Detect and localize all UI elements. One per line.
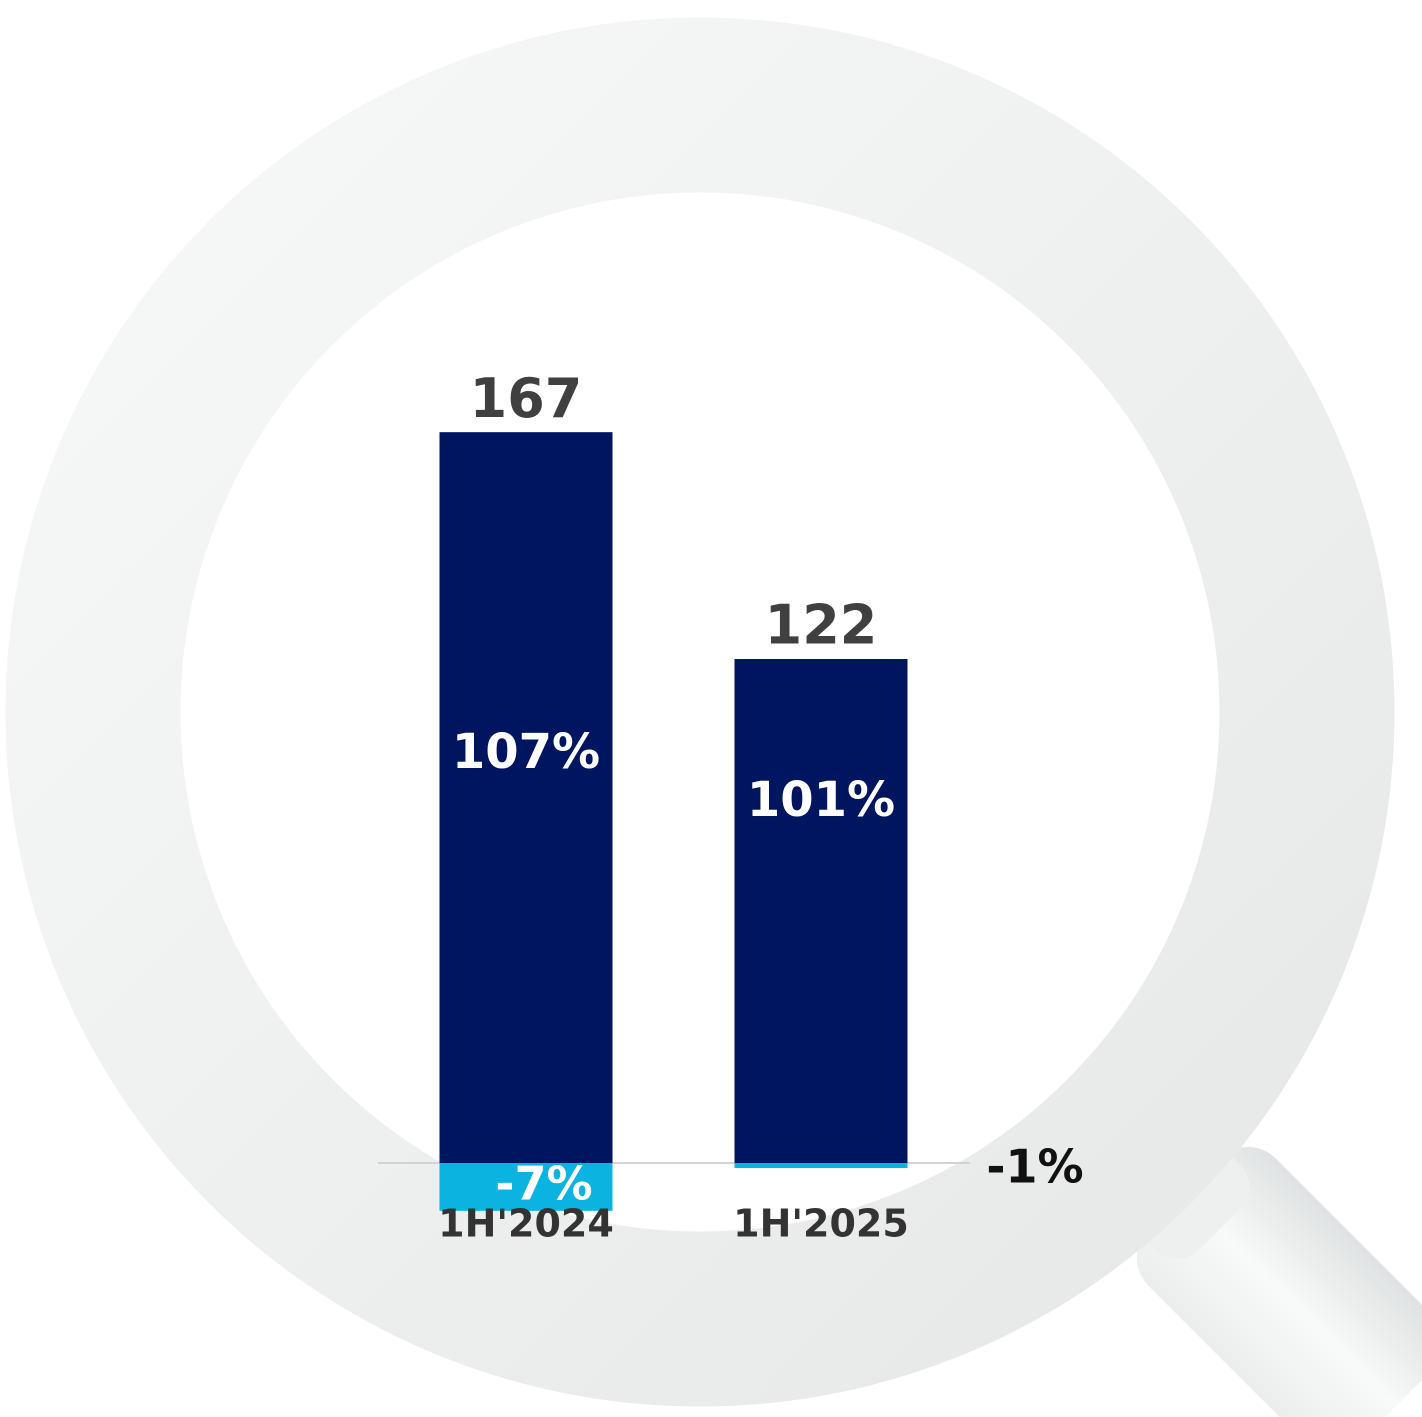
segment-label: 107% xyxy=(452,724,600,780)
category-label: 1H'2025 xyxy=(733,1202,909,1246)
total-label: 167 xyxy=(470,367,583,430)
segment-label: -7% xyxy=(495,1157,592,1211)
segment-label: -1% xyxy=(986,1140,1083,1194)
segment-label: 101% xyxy=(747,772,895,828)
bar-segment xyxy=(439,432,613,1163)
bar-segment xyxy=(734,659,908,1163)
magnifier-background xyxy=(5,17,1422,1417)
bar-segment xyxy=(439,1163,613,1211)
bar-segment xyxy=(734,1163,908,1168)
total-label: 122 xyxy=(765,594,878,657)
category-label: 1H'2024 xyxy=(438,1202,614,1246)
